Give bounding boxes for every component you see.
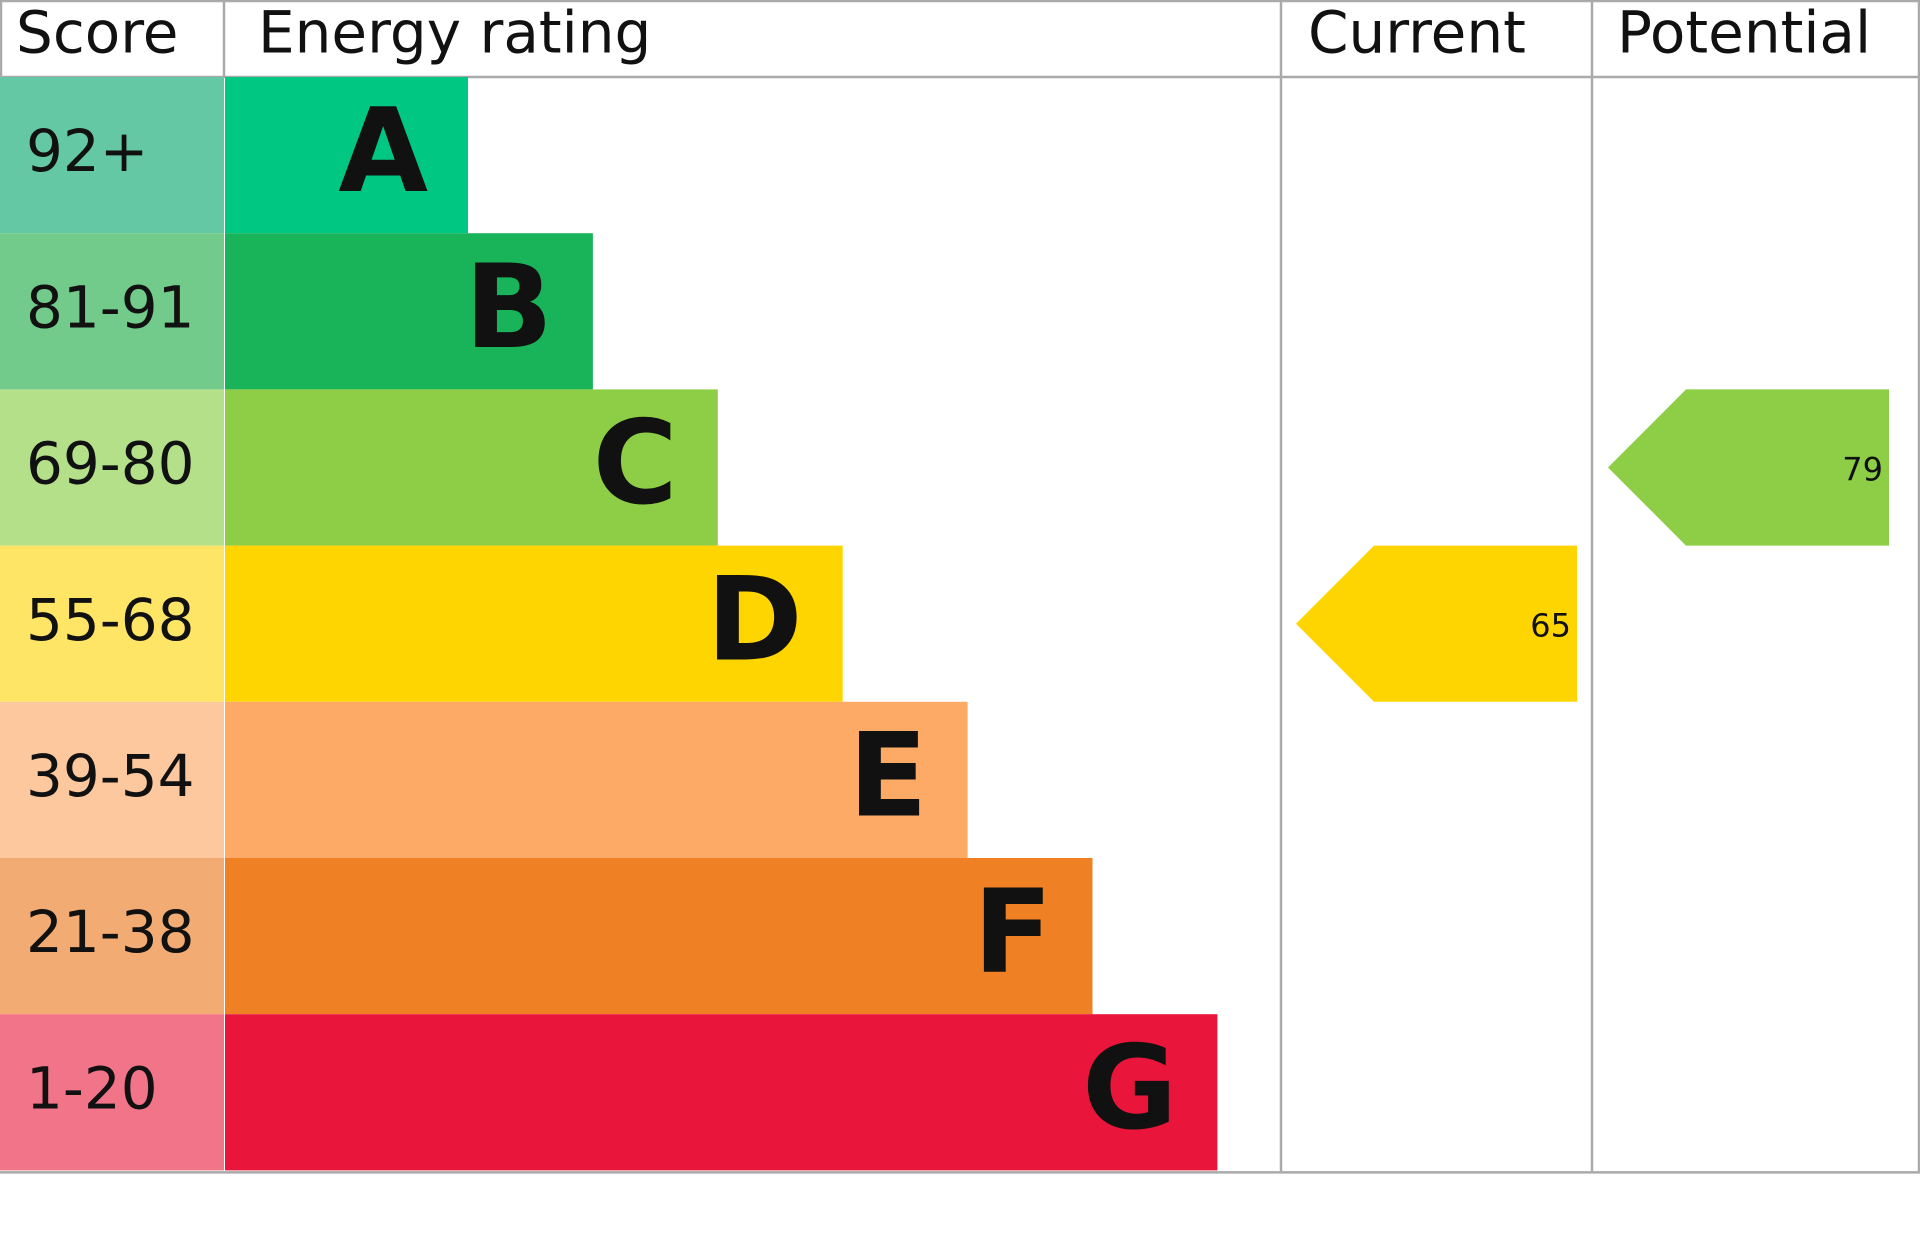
score-range: 92+ xyxy=(26,117,148,185)
score-cell xyxy=(0,545,224,702)
rating-bar xyxy=(225,858,1093,1015)
column-header: Current xyxy=(1308,0,1526,67)
rating-letter: F xyxy=(973,865,1052,1000)
score-range: 1-20 xyxy=(26,1054,158,1122)
score-range: 69-80 xyxy=(26,430,195,498)
score-cell xyxy=(0,77,224,234)
potential-value: 79 xyxy=(1842,451,1883,489)
score-range: 81-91 xyxy=(26,273,195,341)
score-cell xyxy=(0,701,224,858)
rating-bar xyxy=(225,545,843,702)
score-range: 39-54 xyxy=(26,742,195,810)
rating-letter: E xyxy=(848,709,927,844)
rating-letter: B xyxy=(464,240,552,375)
potential-arrow xyxy=(1608,389,1889,546)
score-cell xyxy=(0,233,224,390)
rating-letter: C xyxy=(593,396,678,531)
current-arrow xyxy=(1296,545,1577,702)
score-range: 21-38 xyxy=(26,898,195,966)
rating-bar xyxy=(225,1014,1218,1171)
rating-letter: D xyxy=(706,552,802,687)
column-header: Energy rating xyxy=(258,0,651,67)
score-cell xyxy=(0,1014,224,1171)
rating-bar xyxy=(225,77,468,234)
column-header: Score xyxy=(16,0,178,67)
rating-letter: G xyxy=(1082,1021,1177,1156)
rating-bar xyxy=(225,389,718,546)
rating-bar xyxy=(225,701,968,858)
score-range: 55-68 xyxy=(26,586,195,654)
score-cell xyxy=(0,389,224,546)
column-header: Potential xyxy=(1617,0,1871,67)
rating-bar xyxy=(225,233,593,390)
score-cell xyxy=(0,858,224,1015)
rating-letter: A xyxy=(338,84,428,219)
current-value: 65 xyxy=(1530,607,1571,645)
